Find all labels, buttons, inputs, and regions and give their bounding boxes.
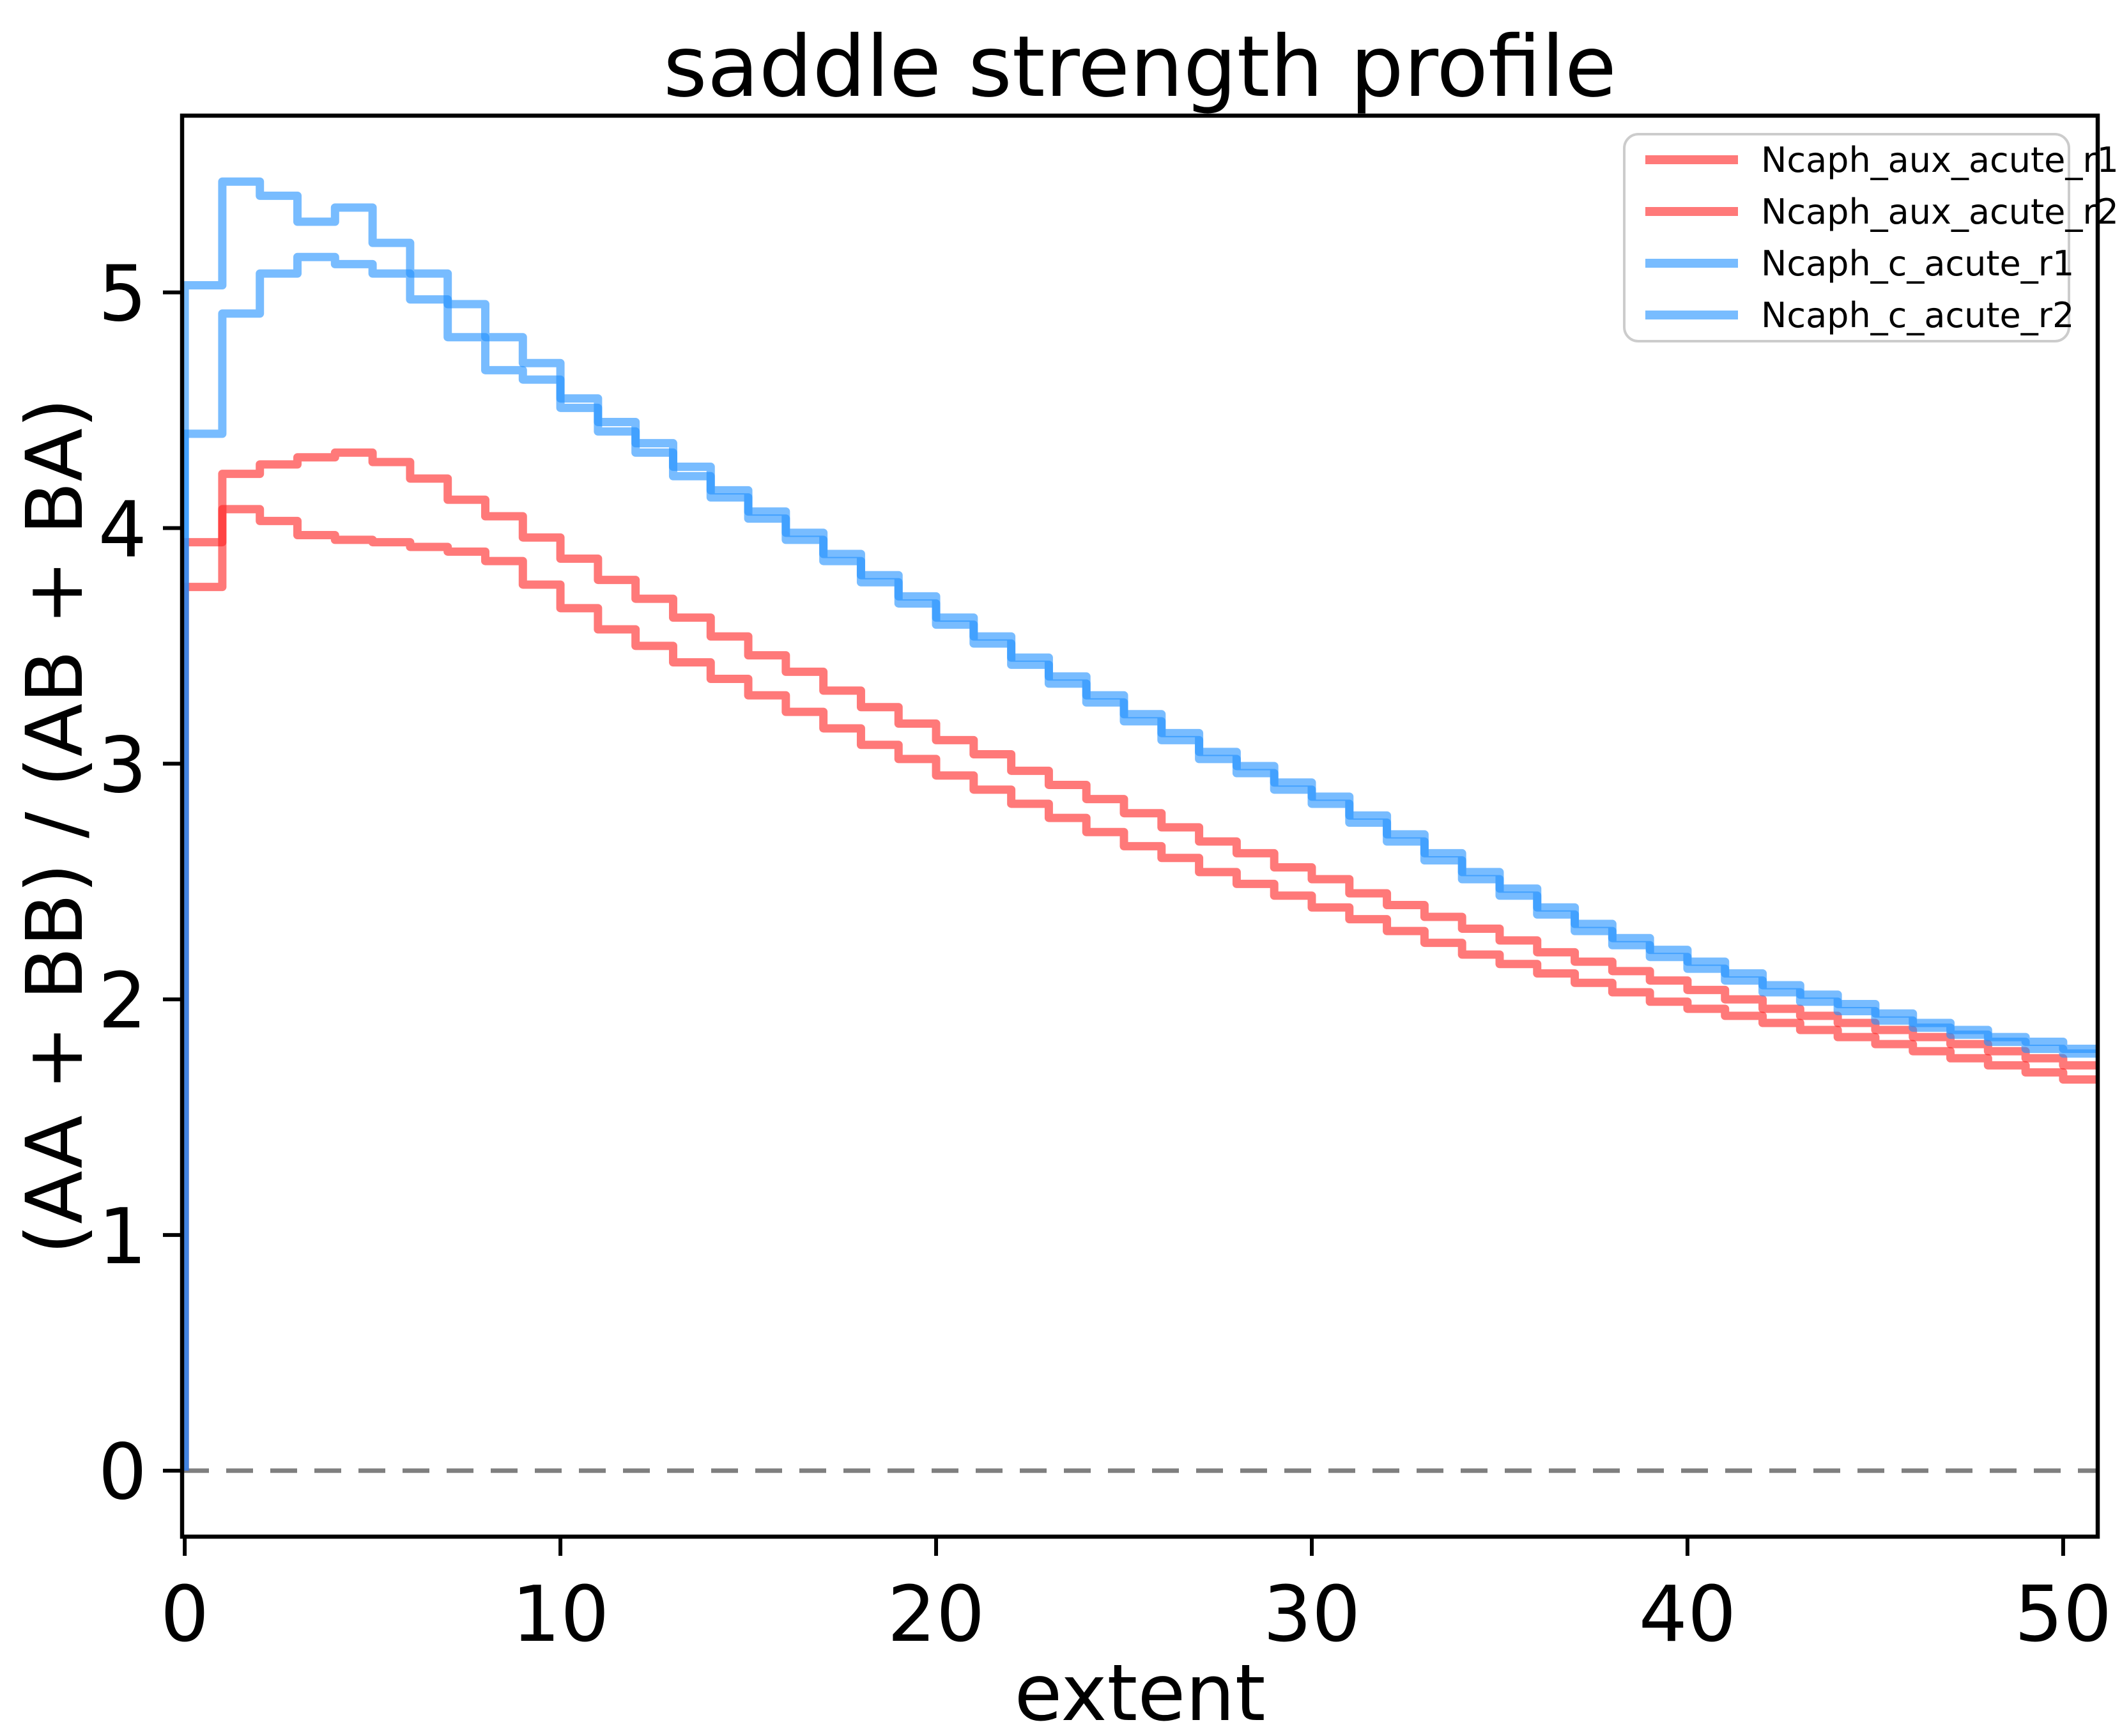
legend-label-Ncaph_c_acute_r2: Ncaph_c_acute_r2: [1761, 295, 2074, 335]
series-line-Ncaph_aux_acute_r2: [182, 505, 2098, 1471]
chart-title: saddle strength profile: [663, 18, 1617, 116]
legend: Ncaph_aux_acute_r1 Ncaph_aux_acute_r2 Ncap…: [1623, 133, 2119, 342]
legend-box: [1623, 133, 2070, 342]
x-tick-label-50: 50: [2015, 1571, 2112, 1659]
x-axis-label: extent: [1014, 1648, 1265, 1736]
series-lines: [182, 177, 2098, 1471]
y-tick-label-5: 5: [98, 250, 147, 339]
x-tick-label-20: 20: [888, 1571, 985, 1659]
x-tick-label-0: 0: [160, 1571, 209, 1659]
plot-spines: [180, 113, 2100, 1539]
x-axis: 0 10 20 30 40 50: [160, 1537, 2112, 1659]
legend-label-Ncaph_c_acute_r1: Ncaph_c_acute_r1: [1761, 243, 2074, 284]
y-tick-label-0: 0: [98, 1429, 147, 1517]
y-tick-label-4: 4: [98, 486, 147, 574]
x-tick-label-30: 30: [1263, 1571, 1361, 1659]
y-tick-label-2: 2: [98, 957, 147, 1046]
x-tick-label-40: 40: [1639, 1571, 1737, 1659]
y-tick-label-3: 3: [98, 721, 147, 810]
series-line-Ncaph_c_acute_r2: [182, 252, 2098, 1471]
y-tick-label-1: 1: [98, 1193, 147, 1282]
y-axis: 0 1 2 3 4 5: [98, 250, 182, 1517]
y-axis-label: (AA + BB) / (AB + BA): [10, 398, 100, 1255]
series-line-Ncaph_aux_acute_r1: [182, 448, 2098, 1471]
legend-label-Ncaph_aux_acute_r2: Ncaph_aux_acute_r2: [1761, 192, 2119, 232]
legend-label-Ncaph_aux_acute_r1: Ncaph_aux_acute_r1: [1761, 140, 2119, 180]
x-tick-label-10: 10: [512, 1571, 610, 1659]
